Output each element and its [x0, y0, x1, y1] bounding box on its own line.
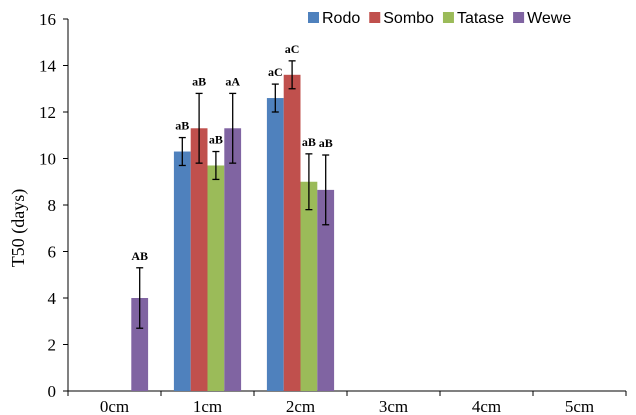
bar — [300, 181, 318, 391]
y-ticks: 0 2 4 6 8 10 12 14 16 — [39, 10, 68, 401]
bar-annotation: aA — [225, 74, 240, 88]
bar — [190, 128, 208, 391]
legend: Rodo Sombo Tatase Wewe — [308, 10, 571, 27]
legend-swatch — [513, 12, 525, 23]
legend-label: Rodo — [322, 10, 360, 27]
x-tick-label: 2cm — [286, 397, 315, 415]
x-tick-label: 4cm — [472, 397, 501, 415]
bar — [207, 165, 225, 391]
bar-annotation: AB — [131, 249, 148, 263]
y-tick-label: 10 — [39, 150, 56, 169]
bar-annotation: aC — [268, 65, 283, 79]
bar — [317, 189, 335, 391]
y-tick-label: 4 — [48, 289, 57, 308]
y-tick-label: 12 — [39, 103, 56, 122]
bar — [224, 128, 242, 391]
legend-label: Tatase — [457, 10, 504, 27]
bar — [283, 74, 301, 392]
bar-annotation: aB — [209, 133, 223, 147]
legend-swatch — [308, 12, 319, 23]
bar — [131, 298, 149, 391]
bar — [266, 98, 284, 392]
bar-annotation: aB — [192, 74, 206, 88]
x-ticks: 0cm 1cm 2cm 3cm 4cm 5cm — [67, 391, 627, 415]
y-tick-label: 14 — [39, 57, 57, 76]
legend-swatch — [369, 12, 381, 23]
bar-annotation: aB — [302, 135, 316, 149]
x-tick-label: 0cm — [100, 397, 129, 415]
bar-annotation: aB — [319, 136, 333, 150]
x-tick-label: 5cm — [565, 397, 594, 415]
legend-swatch — [442, 12, 454, 23]
y-tick-label: 0 — [48, 382, 57, 401]
y-tick-label: 16 — [39, 10, 56, 29]
y-tick-label: 8 — [48, 196, 57, 215]
x-tick-label: 3cm — [379, 397, 408, 415]
y-tick-label: 2 — [48, 336, 57, 355]
x-tick-label: 1cm — [193, 397, 222, 415]
bar-annotation: aC — [285, 42, 300, 56]
y-tick-label: 6 — [48, 243, 57, 262]
y-axis-label: T50 (days) — [8, 189, 29, 267]
bar-annotation: aB — [175, 119, 189, 133]
bar — [173, 151, 191, 391]
legend-label: Sombo — [383, 10, 434, 27]
legend-label: Wewe — [527, 10, 571, 27]
